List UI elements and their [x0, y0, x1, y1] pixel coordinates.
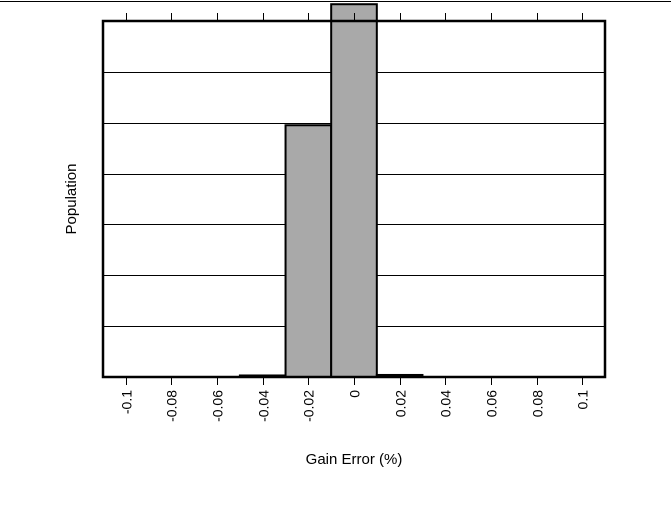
tick-label-4: -0.02: [301, 390, 317, 422]
tick-label-9: 0.08: [530, 390, 546, 417]
tick-label-8: 0.06: [484, 390, 500, 417]
bars: [238, 3, 424, 379]
tick-label-10: 0.1: [575, 390, 591, 410]
tick-labels: -0.1 -0.08 -0.06 -0.04 -0.02 0 0.02 0.04 0.06 0.0…: [119, 390, 591, 422]
x-axis-title: Gain Error (%): [306, 451, 403, 468]
tick-label-6: 0.02: [393, 390, 409, 417]
bar-2: [330, 3, 378, 379]
tick-label-3: -0.04: [256, 390, 272, 422]
y-axis-title: Population: [63, 164, 80, 235]
bar-1: [284, 124, 333, 378]
tick-marks: [126, 13, 583, 385]
tick-label-0: -0.1: [119, 390, 135, 414]
tick-label-7: 0.04: [438, 390, 454, 417]
tick-label-2: -0.06: [210, 390, 226, 422]
tick-label-1: -0.08: [164, 390, 180, 422]
tick-label-5: 0: [347, 390, 363, 398]
